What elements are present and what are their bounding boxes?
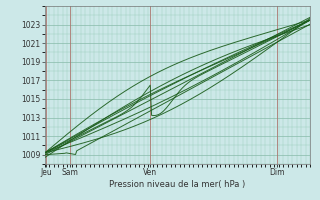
X-axis label: Pression niveau de la mer( hPa ): Pression niveau de la mer( hPa ) — [109, 180, 246, 189]
